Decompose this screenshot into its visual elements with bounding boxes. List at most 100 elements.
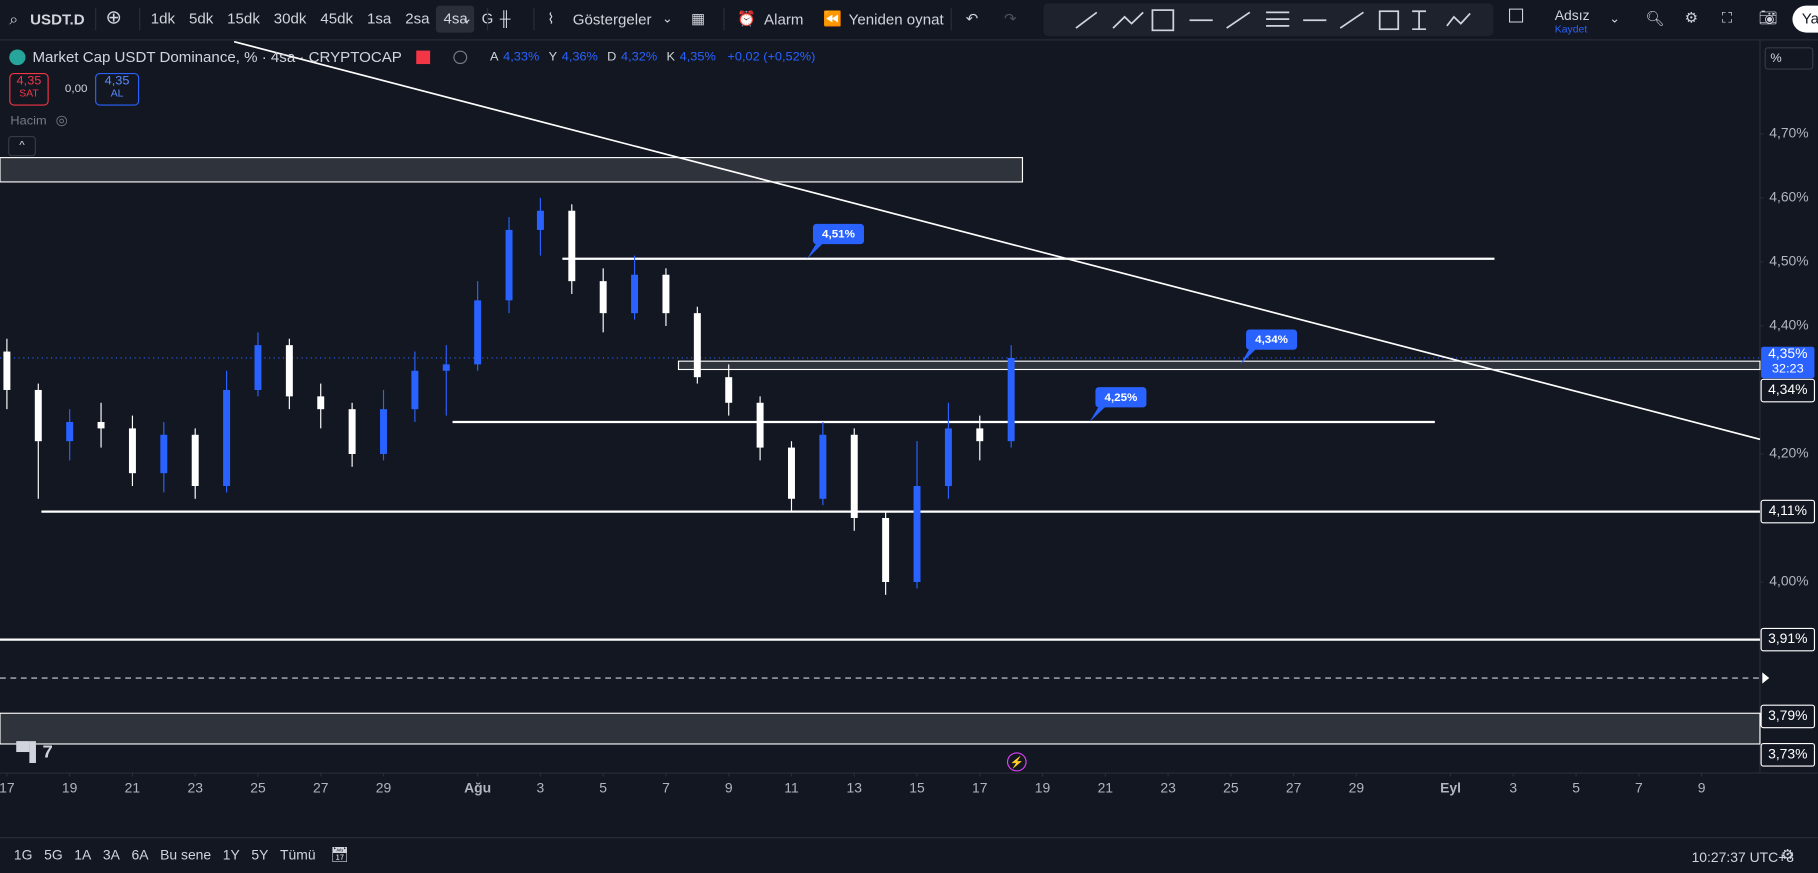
settings[interactable]: ⚙︎ (1780, 846, 1795, 864)
range[interactable]: 1A (74, 847, 92, 864)
symbol[interactable]: USDT.D (30, 11, 85, 29)
tool-trendline[interactable] (1075, 11, 1098, 29)
callout-pointer (1089, 406, 1106, 422)
snapshot[interactable]: 📷︎ (1758, 8, 1778, 26)
legend-title[interactable]: Market Cap USDT Dominance, % · 4sa · CRY… (32, 48, 402, 66)
price-badge-label: 4,11% (1769, 503, 1807, 518)
price-badge (1760, 627, 1816, 652)
last-price-label: 4,35% (1768, 346, 1807, 361)
chart-type-icon[interactable]: ╫ (499, 10, 511, 27)
interval[interactable]: 45dk (320, 10, 354, 27)
hide-icon[interactable]: ◎ (55, 112, 68, 129)
price-badge (1760, 499, 1816, 524)
symbol-logo (9, 49, 26, 66)
interval[interactable]: 15dk (227, 10, 260, 27)
chevron[interactable]: ⌄ (662, 12, 673, 26)
redo[interactable]: ↷ (1004, 10, 1017, 27)
tool-grid[interactable] (1151, 9, 1175, 32)
separator (486, 7, 489, 31)
candle-body (788, 447, 795, 499)
save[interactable]: Kaydet (1554, 23, 1588, 35)
tool-extended[interactable] (1339, 11, 1364, 29)
interval[interactable]: 1sa (367, 10, 392, 27)
layout-name[interactable]: Adsız (1554, 7, 1590, 24)
user-button[interactable]: Ya (1792, 5, 1818, 33)
x-tick-label: 23 (187, 781, 203, 796)
undo[interactable]: ↶ (965, 10, 979, 27)
chevron[interactable]: ⌄ (1609, 12, 1620, 26)
candle-body (3, 351, 11, 390)
range[interactable]: Bu sene (160, 847, 212, 864)
x-tick-label: 3 (1509, 781, 1517, 796)
x-tick-label: 29 (376, 781, 391, 796)
interval[interactable]: 5dk (188, 10, 214, 27)
range[interactable]: 1Y (222, 847, 240, 864)
interval[interactable]: 4sa (436, 5, 475, 33)
search-icon[interactable]: ⌕ (9, 10, 19, 29)
y-tick-label: 4,40% (1769, 318, 1808, 333)
scale-mode[interactable]: % (1764, 47, 1814, 70)
range[interactable]: 3A (102, 847, 120, 864)
price-badge-label: 4,34% (1768, 382, 1807, 397)
replay-icon[interactable]: ⏪ (823, 10, 842, 27)
separator (950, 7, 952, 31)
events-icon[interactable] (1006, 752, 1027, 772)
volume-label[interactable]: Hacim (10, 114, 47, 129)
fullscreen[interactable]: ⛶ (1721, 8, 1733, 26)
range[interactable]: 5G (44, 847, 63, 864)
range[interactable]: 6A (131, 847, 149, 864)
tool-text[interactable] (1412, 10, 1427, 31)
x-tick-label: Eyl (1440, 781, 1461, 796)
buy-button[interactable]: 4,35 AL (95, 73, 140, 106)
tool-fib[interactable] (1266, 11, 1290, 27)
sell-price: 4,35 (16, 74, 42, 88)
x-tick-label: Ağu (464, 781, 491, 796)
y-tick-label: 4,20% (1769, 446, 1808, 461)
candle-body (536, 210, 544, 230)
range[interactable]: 1G (13, 847, 33, 864)
range[interactable]: Tümü (280, 847, 316, 864)
candle-body (97, 421, 105, 429)
price-badge (1760, 743, 1816, 767)
candle-body (317, 396, 325, 410)
interval[interactable]: 30dk (273, 10, 307, 27)
ohlc-value: 4,33% (503, 50, 540, 65)
search-tool[interactable]: 🔍︎ (1645, 10, 1665, 27)
chevron[interactable]: ⌄ (461, 12, 473, 26)
indicators-icon[interactable]: ⌇ (547, 10, 555, 27)
sell-button[interactable]: 4,35 SAT (9, 73, 49, 106)
alarm[interactable]: Alarm (764, 11, 804, 29)
collapse[interactable]: ^ (8, 135, 36, 157)
templates-icon[interactable]: ▦ (691, 10, 706, 27)
status-dot[interactable] (452, 50, 467, 65)
tool-ray[interactable] (1226, 11, 1251, 29)
interval[interactable]: 1dk (150, 10, 176, 27)
ohlc: A 4,33% Y 4,36% D 4,32% K 4,35% (490, 48, 720, 66)
x-tick-label: 25 (1223, 781, 1239, 796)
candle-body (223, 389, 231, 486)
y-tick-label: 4,50% (1769, 254, 1808, 269)
add-symbol[interactable]: ⊕ (105, 6, 123, 29)
events-icon[interactable]: ⚡ (1010, 755, 1024, 769)
separator (723, 7, 725, 31)
layout-icon[interactable]: ☐ (1507, 5, 1525, 27)
candle-body (944, 428, 952, 486)
interval[interactable]: 2sa (405, 10, 430, 27)
x-tick-label: 7 (662, 781, 670, 796)
tool-pattern[interactable] (1446, 12, 1471, 27)
replay[interactable]: Yeniden oynat (848, 11, 944, 29)
tool-rect[interactable] (1378, 10, 1400, 31)
x-tick-label: 21 (125, 781, 140, 796)
clock[interactable]: 10:27:37 UTC+3 (1691, 849, 1795, 866)
separator (139, 7, 141, 31)
indicators[interactable]: Göstergeler (572, 11, 652, 29)
goto-date[interactable]: 📅︎ (330, 846, 350, 864)
status-flag[interactable] (415, 50, 430, 65)
range[interactable]: 5Y (251, 847, 269, 864)
alarm-icon[interactable]: ⏰ (737, 10, 757, 27)
settings[interactable]: ⚙︎ (1684, 8, 1699, 26)
candle-body (285, 345, 293, 397)
ohlc-key: A (489, 50, 499, 65)
tool-path[interactable] (1112, 11, 1144, 29)
drawing-tools (1043, 3, 1494, 36)
